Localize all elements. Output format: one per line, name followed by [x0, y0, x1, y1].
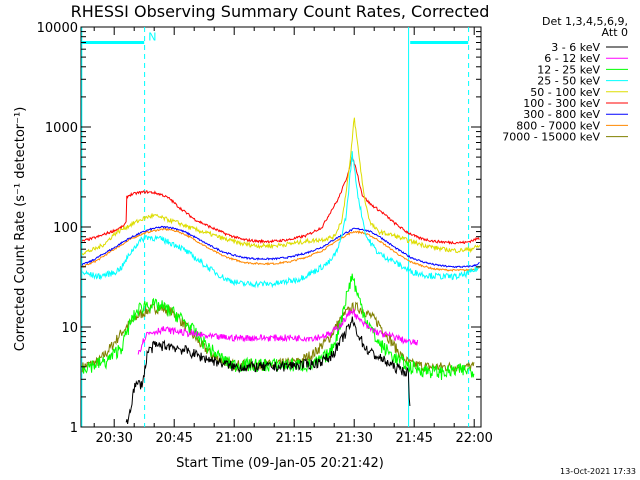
- series-line: [82, 151, 481, 289]
- x-axis-label: Start Time (09-Jan-05 20:21:42): [176, 456, 384, 471]
- legend-entry-label: 50 - 100 keV: [530, 86, 600, 99]
- x-tick-label: 21:15: [275, 431, 312, 446]
- legend-entry-label: 800 - 7000 keV: [516, 119, 600, 132]
- series-line: [81, 227, 480, 272]
- legend-entry-label: 25 - 50 keV: [537, 75, 600, 88]
- series-line: [81, 301, 475, 374]
- legend-entry-label: 3 - 6 keV: [551, 41, 600, 54]
- timestamp: 13-Oct-2021 17:33: [560, 467, 636, 476]
- series-line: [81, 117, 481, 256]
- y-tick-label: 100: [53, 221, 78, 236]
- plot-area: 20:30 20:45 21:00 21:15 21:30 21:45 22:00 1 10 10…: [37, 21, 493, 446]
- x-tick-label: 22:00: [455, 431, 492, 446]
- legend-header: Att 0: [602, 26, 628, 39]
- legend-entry-label: 100 - 300 keV: [523, 97, 600, 110]
- legend-entry-label: 6 - 12 keV: [544, 52, 600, 65]
- x-tick-label: 20:45: [155, 431, 192, 446]
- y-tick-label: 10: [61, 321, 78, 336]
- legend-header: Det 1,3,4,5,6,9,: [542, 15, 628, 28]
- x-tick-label: 21:45: [395, 431, 432, 446]
- y-axis-label: Corrected Count Rate (s⁻¹ detector⁻¹): [13, 107, 28, 352]
- data-layer: [81, 27, 481, 427]
- series-line: [125, 316, 411, 424]
- x-tick-label: 21:30: [335, 431, 372, 446]
- y-tick-label: 10000: [37, 21, 78, 36]
- y-tick-label: 1000: [45, 121, 78, 136]
- x-tick-label: 20:30: [95, 431, 132, 446]
- legend-entry-label: 300 - 800 keV: [523, 108, 600, 121]
- x-tick-label: 21:00: [215, 431, 252, 446]
- legend-entry-label: 12 - 25 keV: [537, 63, 600, 76]
- series-line: [81, 155, 480, 245]
- annotation-label: N: [148, 31, 156, 44]
- y-tick-label: 1: [70, 421, 78, 436]
- legend-entry-label: 7000 - 15000 keV: [502, 131, 600, 144]
- series-line: [137, 307, 419, 355]
- chart-title: RHESSI Observing Summary Count Rates, Co…: [71, 2, 490, 21]
- series-line: [81, 225, 480, 269]
